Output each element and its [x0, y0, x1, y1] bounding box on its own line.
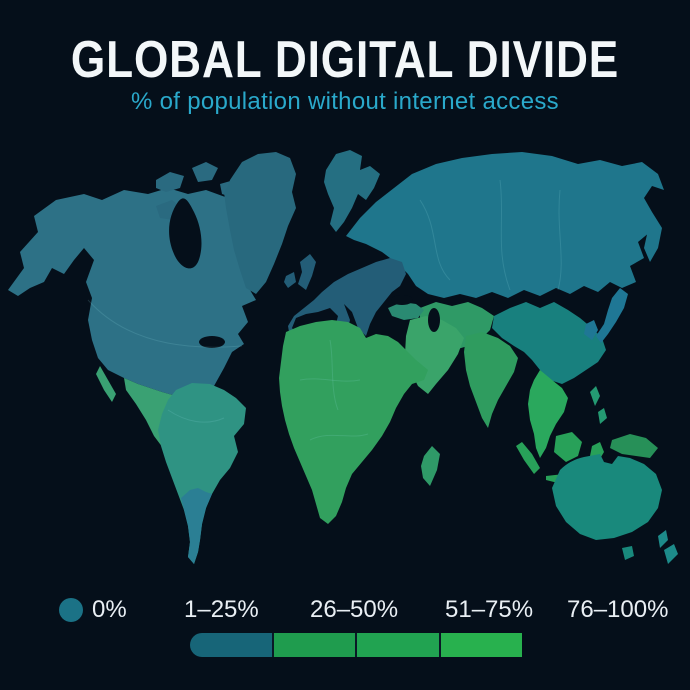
region-indonesia [516, 432, 604, 483]
country-border-lines [87, 179, 562, 441]
water-hudson-bay [169, 198, 202, 269]
region-north-america [8, 188, 264, 414]
legend-label-0: 0% [92, 596, 127, 623]
region-scandinavia [324, 150, 380, 232]
legend-bar-segment-76-100 [438, 633, 522, 657]
legend-label-26-50: 26–50% [310, 596, 399, 623]
water-black-sea [391, 295, 413, 305]
world-map-svg [8, 150, 678, 564]
legend-label-51-75: 51–75% [445, 596, 534, 623]
region-philippines [590, 386, 607, 424]
region-india-south-asia [464, 332, 518, 428]
legend-label-1-25: 1–25% [184, 596, 259, 623]
region-british-isles [284, 254, 316, 290]
region-turkey [388, 302, 424, 320]
legend-label-76-100: 76–100% [567, 596, 669, 623]
region-korea [584, 320, 598, 340]
legend-bar-segment-26-50 [271, 633, 355, 657]
legend-bar-segment-51-75 [355, 633, 439, 657]
page-subtitle: % of population without internet access [131, 88, 559, 115]
region-australia [552, 454, 662, 560]
water-caspian-sea [428, 308, 440, 332]
region-south-america [158, 383, 246, 564]
water-great-lakes [199, 336, 225, 348]
legend-dot-0pct [59, 598, 83, 622]
region-madagascar [421, 446, 440, 486]
world-map [0, 140, 690, 590]
region-europe [288, 258, 406, 346]
region-greenland [224, 152, 296, 294]
region-japan [596, 288, 628, 343]
region-southeast-asia [528, 370, 568, 458]
legend-bar-segment-1-25 [190, 633, 272, 657]
region-russia-north-asia [346, 152, 664, 298]
legend-gradient-bar [190, 633, 522, 657]
region-new-zealand [658, 530, 678, 564]
region-southern-cone [181, 488, 212, 564]
page-title: GLOBAL DIGITAL DIVIDE [70, 31, 620, 89]
region-new-guinea [610, 434, 658, 458]
region-east-asia [492, 302, 606, 384]
region-africa [279, 320, 428, 524]
